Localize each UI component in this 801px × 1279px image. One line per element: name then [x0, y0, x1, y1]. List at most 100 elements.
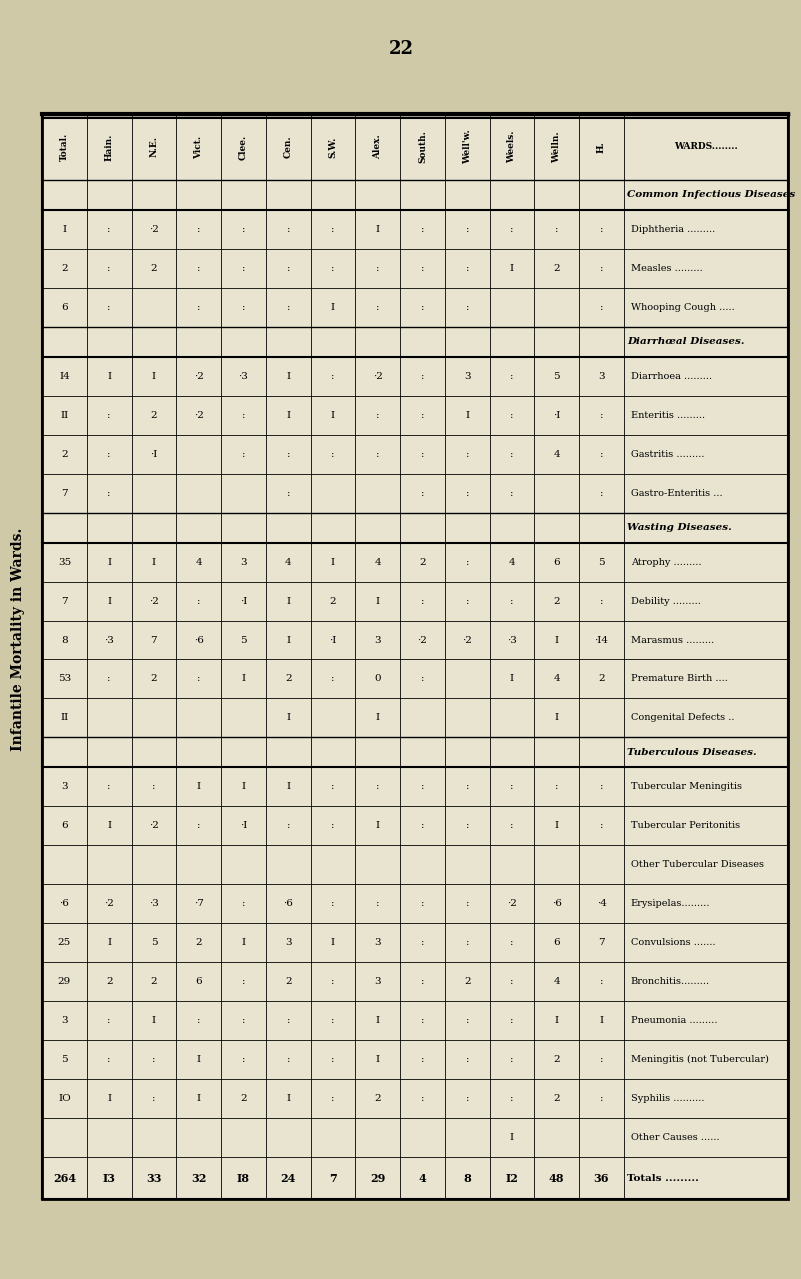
Text: :: : [465, 596, 469, 605]
Text: Hain.: Hain. [105, 133, 114, 161]
Text: 24: 24 [280, 1173, 296, 1183]
Text: 2: 2 [553, 596, 560, 605]
Text: I: I [286, 596, 290, 605]
Text: Premature Birth ....: Premature Birth .... [631, 674, 728, 683]
Text: :: : [331, 225, 335, 234]
Text: :: : [600, 821, 603, 830]
Text: :: : [331, 450, 335, 459]
Text: :: : [331, 899, 335, 908]
Text: 2: 2 [553, 1094, 560, 1102]
Text: 48: 48 [549, 1173, 565, 1183]
Text: I: I [510, 1133, 514, 1142]
Text: :: : [242, 899, 245, 908]
Text: I: I [376, 1016, 380, 1026]
Text: :: : [152, 783, 155, 792]
Text: 2: 2 [151, 674, 157, 683]
Text: :: : [152, 1055, 155, 1064]
Text: Gastritis .........: Gastritis ......... [631, 450, 704, 459]
Text: Tubercular Peritonitis: Tubercular Peritonitis [631, 821, 740, 830]
Text: :: : [421, 489, 425, 498]
Text: 3: 3 [374, 636, 381, 645]
Text: ·I: ·I [553, 411, 561, 420]
Text: I: I [599, 1016, 604, 1026]
Text: :: : [600, 1094, 603, 1102]
Text: Bronchitis.........: Bronchitis......... [631, 977, 710, 986]
Text: I: I [376, 596, 380, 605]
Text: Marasmus .........: Marasmus ......... [631, 636, 714, 645]
Text: :: : [465, 489, 469, 498]
Text: :: : [600, 783, 603, 792]
Text: ·2: ·2 [149, 821, 159, 830]
Text: ·7: ·7 [194, 899, 203, 908]
Text: 2: 2 [151, 263, 157, 272]
Text: 4: 4 [553, 450, 560, 459]
Text: 3: 3 [240, 558, 247, 567]
Text: :: : [287, 1055, 290, 1064]
Text: :: : [107, 450, 111, 459]
Text: ·2: ·2 [372, 372, 383, 381]
Text: Diphtheria .........: Diphtheria ......... [631, 225, 715, 234]
Text: 0: 0 [374, 674, 381, 683]
Text: ·4: ·4 [597, 899, 606, 908]
Text: :: : [465, 263, 469, 272]
Text: 25: 25 [58, 939, 71, 948]
Text: :: : [242, 263, 245, 272]
Text: ·3: ·3 [239, 372, 248, 381]
Text: :: : [600, 596, 603, 605]
Text: :: : [465, 899, 469, 908]
Text: :: : [421, 977, 425, 986]
Text: :: : [600, 977, 603, 986]
Text: :: : [465, 303, 469, 312]
Text: Clee.: Clee. [239, 134, 248, 160]
Text: 4: 4 [509, 558, 515, 567]
Text: :: : [197, 1016, 200, 1026]
Text: I: I [376, 714, 380, 723]
Text: :: : [197, 303, 200, 312]
Text: :: : [510, 225, 513, 234]
Text: :: : [107, 411, 111, 420]
Text: I: I [107, 372, 111, 381]
Text: ·2: ·2 [194, 411, 203, 420]
Text: WARDS........: WARDS........ [674, 142, 738, 151]
Text: I: I [196, 1094, 201, 1102]
Text: 2: 2 [553, 1055, 560, 1064]
Text: :: : [421, 939, 425, 948]
Text: :: : [465, 783, 469, 792]
Text: :: : [421, 821, 425, 830]
Text: 22: 22 [388, 40, 413, 58]
Text: ·6: ·6 [284, 899, 293, 908]
Text: I: I [510, 674, 514, 683]
Text: :: : [465, 558, 469, 567]
Text: I: I [107, 939, 111, 948]
Text: I: I [331, 411, 335, 420]
Text: 2: 2 [285, 674, 292, 683]
Text: :: : [331, 783, 335, 792]
Bar [42, 114, 788, 1198]
Text: I8: I8 [237, 1173, 250, 1183]
Text: IO: IO [58, 1094, 70, 1102]
Text: :: : [197, 821, 200, 830]
Text: :: : [465, 1055, 469, 1064]
Text: Tuberculous Diseases.: Tuberculous Diseases. [627, 748, 756, 757]
Text: ·I: ·I [239, 596, 247, 605]
Text: 29: 29 [370, 1173, 385, 1183]
Text: Totals .........: Totals ......... [627, 1174, 698, 1183]
Text: I: I [107, 558, 111, 567]
Text: S.W.: S.W. [328, 137, 337, 157]
Text: 4: 4 [553, 977, 560, 986]
Text: I: I [510, 263, 514, 272]
Bar [42, 114, 788, 1198]
Text: South.: South. [418, 130, 427, 164]
Text: :: : [600, 263, 603, 272]
Text: 5: 5 [151, 939, 157, 948]
Text: 8: 8 [61, 636, 68, 645]
Text: :: : [510, 411, 513, 420]
Text: I3: I3 [103, 1173, 115, 1183]
Text: I: I [241, 939, 245, 948]
Text: ·I4: ·I4 [594, 636, 609, 645]
Text: I: I [241, 674, 245, 683]
Text: Enteritis .........: Enteritis ......... [631, 411, 705, 420]
Text: 7: 7 [151, 636, 157, 645]
Text: 2: 2 [61, 263, 68, 272]
Text: Weels.: Weels. [508, 130, 517, 164]
